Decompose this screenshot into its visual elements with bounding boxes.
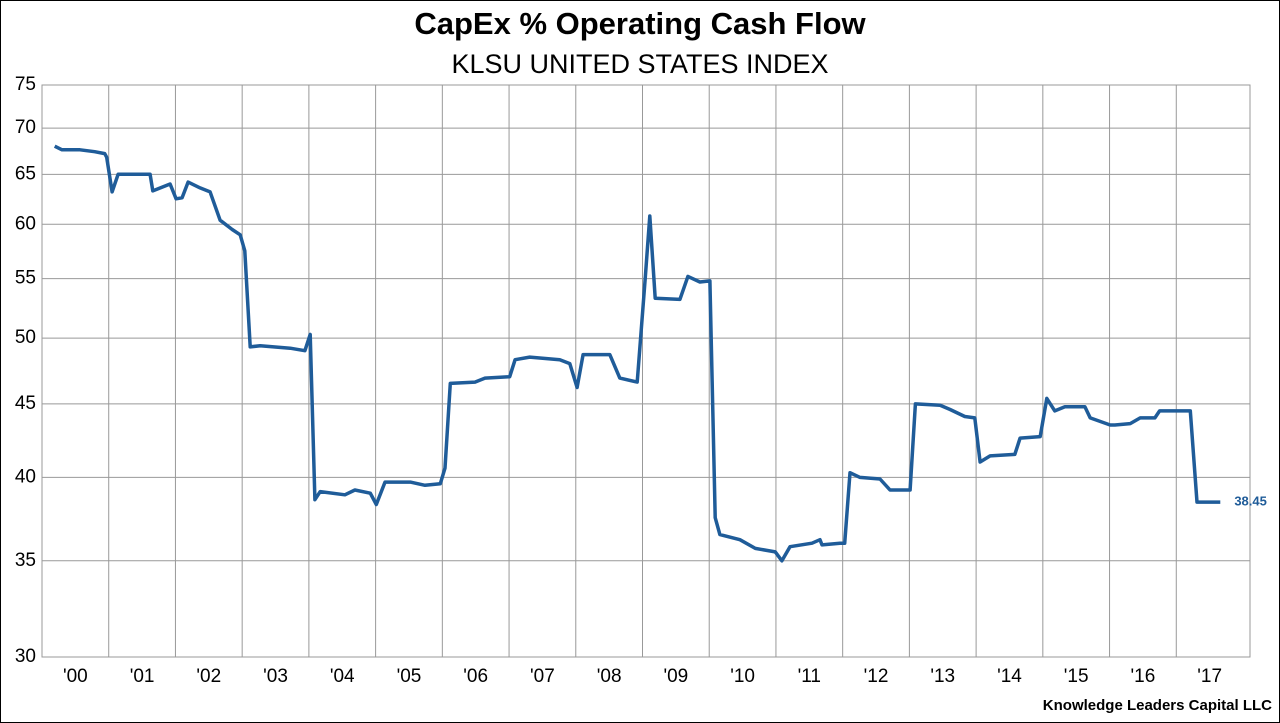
source: Knowledge Leaders Capital LLC: [1043, 697, 1272, 714]
x-tick-label: '06: [463, 666, 488, 687]
x-tick-label: '11: [798, 666, 821, 687]
x-tick-label: '15: [1064, 666, 1089, 687]
y-tick-label: 45: [15, 393, 36, 414]
x-tick-label: '01: [130, 666, 155, 687]
x-tick-label: '00: [63, 666, 88, 687]
y-tick-label: 30: [15, 646, 36, 667]
x-tick-label: '03: [263, 666, 288, 687]
y-tick-label: 55: [15, 268, 36, 289]
x-tick-label: '13: [930, 666, 955, 687]
data-label: 38.45: [1234, 494, 1267, 509]
x-tick-label: '04: [330, 666, 355, 687]
x-tick-label: '14: [997, 666, 1022, 687]
x-tick-label: '17: [1197, 666, 1222, 687]
x-tick-label: '12: [864, 666, 889, 687]
x-tick-label: '09: [663, 666, 688, 687]
x-tick-label: '02: [196, 666, 221, 687]
y-tick-label: 35: [15, 550, 36, 571]
y-tick-label: 65: [15, 163, 36, 184]
x-tick-label: '07: [530, 666, 555, 687]
y-tick-label: 40: [15, 466, 36, 487]
x-tick-label: '16: [1131, 666, 1156, 687]
chart-title: CapEx % Operating Cash Flow: [414, 6, 866, 41]
x-tick-label: '08: [597, 666, 622, 687]
y-tick-label: 60: [15, 213, 36, 234]
y-tick-label: 50: [15, 327, 36, 348]
chart-subtitle: KLSU UNITED STATES INDEX: [451, 49, 828, 79]
y-tick-label: 70: [15, 117, 36, 138]
line: [53, 144, 1221, 563]
y-tick-label: 75: [15, 74, 36, 95]
x-tick-label: '10: [730, 666, 755, 687]
x-tick-label: '05: [397, 666, 422, 687]
